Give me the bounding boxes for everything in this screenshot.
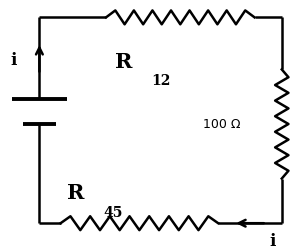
Text: 12: 12 bbox=[152, 74, 171, 88]
Text: R: R bbox=[67, 184, 84, 203]
Text: 45: 45 bbox=[103, 206, 122, 220]
Text: i: i bbox=[269, 233, 276, 248]
Text: i: i bbox=[10, 52, 17, 69]
Text: R: R bbox=[115, 52, 132, 72]
Text: 100 Ω: 100 Ω bbox=[203, 118, 241, 130]
